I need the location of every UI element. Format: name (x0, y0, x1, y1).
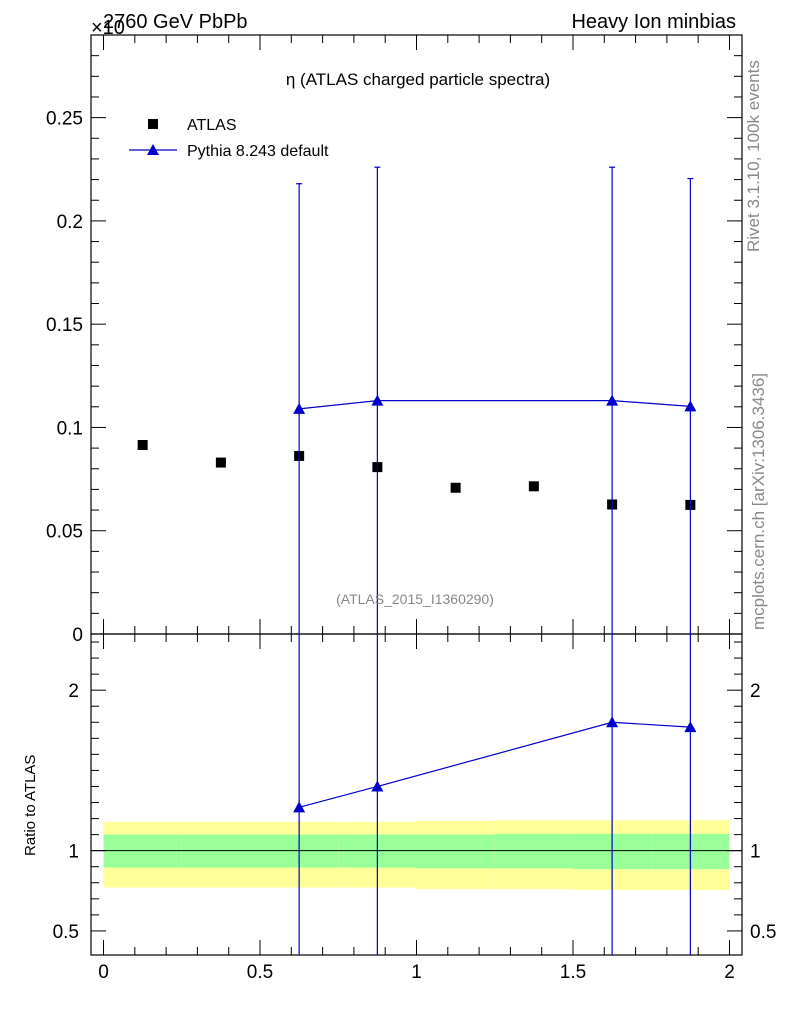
x-tick-label: 1 (411, 962, 422, 983)
pythia-line (299, 399, 691, 410)
pythia-data-point (606, 394, 619, 406)
ratio-y-tick-label: 0.5 (53, 922, 79, 943)
chart-title: η (ATLAS charged particle spectra) (286, 70, 550, 89)
y-tick-label: 0.1 (57, 418, 83, 439)
x-tick-label: 0 (98, 962, 109, 983)
ratio-y-tick-label: 2 (68, 681, 79, 702)
pythia-data-point (293, 402, 306, 414)
data-series (137, 166, 697, 955)
axis-ticks: 0 0.5 1 1.5 2 0.05 0.1 0.15 0.2 0.25 0 0.5 0.5 1 1 2 2 (46, 35, 776, 983)
y-tick-label: 0.15 (46, 315, 83, 336)
y-tick-label: 0 (72, 625, 83, 646)
ratio-y-tick-label: 1 (68, 842, 79, 863)
pythia-ratio-point (293, 801, 306, 813)
atlas-data-point (137, 440, 148, 451)
atlas-data-point (450, 482, 461, 493)
header-left: 2760 GeV PbPb (103, 11, 248, 33)
x-tick-label: 1.5 (560, 962, 586, 983)
analysis-watermark: (ATLAS_2015_I1360290) (336, 591, 494, 607)
mcplots-label: mcplots.cern.ch [arXiv:1306.3436] (749, 372, 768, 630)
pythia-ratio-line (298, 721, 691, 808)
legend-label-pythia: Pythia 8.243 default (187, 143, 329, 160)
ratio-axis-label: Ratio to ATLAS (22, 754, 39, 856)
axes (90, 34, 743, 956)
x-tick-label: 2 (724, 962, 735, 983)
legend-marker-atlas (148, 119, 158, 129)
y-tick-label: 0.05 (46, 522, 83, 543)
y-tick-label: 0.2 (57, 212, 83, 233)
pythia-ratio-point (371, 780, 384, 792)
pythia-ratio-point (606, 716, 619, 728)
ratio-y-tick-label-right: 2 (750, 681, 761, 702)
x-tick-label: 0.5 (247, 962, 273, 983)
y-tick-label: 0.25 (46, 109, 83, 130)
ratio-frame (90, 633, 743, 956)
pythia-data-point (371, 394, 384, 406)
green-band-bin (416, 834, 495, 869)
legend-label-atlas: ATLAS (187, 117, 237, 134)
atlas-data-point (528, 481, 539, 492)
exponent-label: ×10 (91, 17, 125, 39)
ratio-y-tick-label-right: 0.5 (750, 922, 776, 943)
legend: ATLAS Pythia 8.243 default (129, 117, 329, 160)
ratio-uncertainty-bands (91, 820, 742, 890)
pythia-data-point (684, 400, 697, 412)
atlas-data-point (215, 457, 226, 468)
header-right: Heavy Ion minbias (571, 11, 736, 33)
ratio-y-tick-label-right: 1 (750, 842, 761, 863)
pythia-ratio-point (684, 721, 697, 733)
rivet-version-label: Rivet 3.1.10, 100k events (744, 60, 763, 252)
legend-marker-pythia (147, 144, 159, 155)
